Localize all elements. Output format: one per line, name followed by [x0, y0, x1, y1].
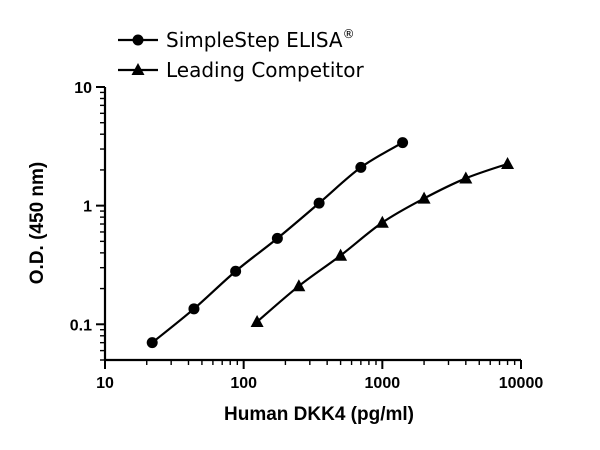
data-point-triangle-6 — [501, 157, 515, 170]
data-point-triangle-5 — [459, 171, 473, 184]
data-point-circle-3 — [271, 232, 283, 244]
legend-label-simplestep: SimpleStep ELISA® — [166, 27, 355, 52]
y-tick-label-2: 10 — [74, 80, 92, 97]
data-point-triangle-4 — [417, 191, 431, 204]
data-point-triangle-1 — [292, 279, 306, 292]
y-tick-label-0: 0.1 — [70, 317, 92, 334]
y-tick-label-1: 1 — [83, 199, 92, 216]
data-point-circle-5 — [355, 161, 367, 173]
legend-marker-triangle — [131, 63, 145, 75]
legend-item-competitor: Leading Competitor — [118, 58, 364, 82]
x-axis-title: Human DKK4 (pg/ml) — [224, 404, 414, 425]
y-axis-title: O.D. (450 nm) — [27, 162, 48, 284]
series-line-1 — [256, 162, 508, 323]
legend-label-competitor: Leading Competitor — [166, 58, 364, 82]
data-point-circle-6 — [397, 137, 409, 149]
legend-label-simplestep-superscript: ® — [343, 27, 355, 41]
legend: SimpleStep ELISA® Leading Competitor — [118, 27, 364, 82]
data-point-circle-4 — [313, 197, 325, 209]
x-tick-label-0: 10 — [96, 375, 114, 392]
x-tick-label-1: 100 — [230, 375, 257, 392]
data-point-triangle-2 — [334, 248, 348, 261]
x-tick-label-2: 1000 — [365, 375, 401, 392]
data-point-triangle-3 — [375, 215, 389, 228]
legend-item-simplestep: SimpleStep ELISA® — [118, 27, 355, 52]
legend-marker-circle — [132, 34, 144, 46]
axes: 10 100 1000 10000 0.1 1 10 — [70, 80, 544, 392]
data-point-circle-2 — [230, 265, 242, 277]
data-point-circle-1 — [188, 303, 200, 315]
legend-label-simplestep-text: SimpleStep ELISA — [166, 28, 343, 52]
x-tick-label-3: 10000 — [499, 375, 544, 392]
data-point-triangle-0 — [250, 314, 264, 327]
plot-area — [146, 137, 515, 349]
data-point-circle-0 — [146, 337, 158, 349]
